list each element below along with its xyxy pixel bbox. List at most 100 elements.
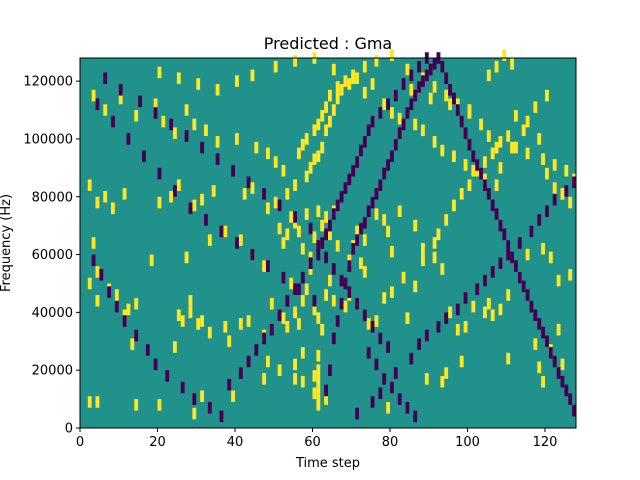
heatmap-cell-low [308, 222, 313, 235]
heatmap-cell-low [231, 164, 236, 177]
heatmap-cell-high [452, 150, 456, 163]
heatmap-cell-low [537, 318, 542, 330]
heatmap-cell-low [529, 225, 534, 238]
y-tick-label: 80000 [32, 190, 73, 205]
heatmap-cell-low [308, 257, 313, 270]
heatmap-cell-high [130, 338, 135, 350]
heatmap-cell-low [335, 199, 340, 212]
heatmap-cell-high [556, 323, 561, 336]
heatmap-cell-low [548, 347, 553, 359]
heatmap-cell-low [455, 104, 460, 116]
heatmap-cell-high [459, 188, 464, 200]
heatmap-cell-low [285, 295, 290, 307]
heatmap-cell-low [444, 72, 449, 85]
heatmap-cell-high [316, 349, 321, 362]
heatmap-cell-low [324, 384, 329, 397]
heatmap-cell-high [413, 118, 418, 131]
heatmap-cell-high [134, 399, 139, 411]
heatmap-cell-high [436, 228, 441, 241]
x-axis: 0 20 40 60 80 100 120 [76, 428, 557, 450]
heatmap-cell-low [103, 72, 108, 85]
heatmap-cell-high [568, 196, 573, 209]
heatmap-cell-high [103, 104, 108, 116]
heatmap-cell-high [316, 375, 321, 388]
heatmap-cell-high [95, 196, 100, 209]
heatmap-cell-low [335, 315, 340, 327]
heatmap-cell-high [471, 300, 476, 313]
heatmap-cell-high [409, 84, 414, 96]
heatmap-cell-high [211, 185, 216, 197]
heatmap-cell-low [459, 115, 464, 128]
heatmap-cell-low [297, 283, 301, 296]
heatmap-cell-high [180, 315, 185, 327]
heatmap-cell-high [293, 358, 298, 371]
heatmap-cell-high [293, 373, 298, 385]
heatmap-cell-high [541, 375, 546, 388]
heatmap-cell-high [390, 245, 394, 258]
heatmap-cell-high [293, 306, 298, 319]
heatmap-cell-high [103, 190, 108, 203]
heatmap-cell-high [355, 72, 360, 85]
heatmap-cells [87, 49, 577, 423]
y-tick-label: 100000 [23, 132, 73, 147]
heatmap-cell-high [316, 399, 321, 411]
heatmap-cell-high [285, 228, 290, 241]
heatmap-cell-high [300, 295, 305, 307]
heatmap-cell-low [421, 75, 425, 87]
heatmap-cell-high [386, 401, 391, 414]
heatmap-cell-low [324, 251, 329, 264]
heatmap-cell-high [339, 84, 344, 96]
heatmap-cell-high [432, 237, 437, 249]
heatmap-cell-high [184, 104, 189, 116]
heatmap-cell-low [277, 199, 282, 212]
heatmap-cell-low [169, 118, 174, 131]
heatmap-cell-high [525, 248, 530, 261]
heatmap-cell-high [235, 75, 239, 87]
heatmap-cell-high [432, 81, 437, 93]
heatmap-cell-high [200, 315, 205, 327]
heatmap-cell-high [328, 115, 332, 128]
heatmap-cell-low [490, 266, 495, 278]
heatmap-cell-high [452, 199, 456, 212]
heatmap-cell-low [328, 219, 332, 232]
heatmap-cell-high [494, 141, 499, 154]
heatmap-cell-low [207, 401, 212, 414]
heatmap-cell-low [180, 381, 185, 394]
heatmap-cell-low [227, 378, 232, 391]
heatmap-cell-high [118, 92, 123, 105]
heatmap-cell-high [285, 188, 290, 200]
heatmap-cell-high [176, 72, 181, 85]
heatmap-cell-low [386, 159, 391, 171]
heatmap-cell-high [564, 164, 569, 177]
heatmap-cell-low [355, 407, 360, 420]
heatmap-cell-high [238, 234, 243, 246]
heatmap-cell-low [498, 219, 503, 232]
heatmap-cell-low [390, 381, 394, 394]
x-tick-label: 80 [382, 435, 399, 450]
heatmap-cell-low [343, 182, 348, 194]
heatmap-cell-high [331, 104, 336, 116]
heatmap-cell-low [359, 222, 363, 235]
heatmap-cell-low [525, 289, 530, 301]
heatmap-cell-low [405, 107, 410, 119]
heatmap-cell-low [572, 176, 577, 189]
y-axis: 0 20000 40000 60000 80000 100000 120000 [23, 75, 80, 437]
heatmap-cell-high [308, 162, 313, 174]
heatmap-cell-low [145, 344, 150, 356]
heatmap-cell-low [424, 69, 429, 82]
heatmap-cell-low [320, 237, 325, 249]
heatmap-cell-high [370, 78, 375, 90]
heatmap-cell-high [421, 124, 425, 137]
heatmap-cell-high [242, 188, 247, 200]
heatmap-cell-low [184, 130, 189, 142]
heatmap-cell-low [142, 150, 146, 163]
heatmap-cell-high [192, 199, 197, 212]
heatmap-cell-high [467, 179, 472, 191]
heatmap-cell-high [405, 312, 410, 324]
heatmap-cell-high [440, 375, 445, 388]
heatmap-cell-low [370, 115, 375, 128]
heatmap-cell-low [452, 92, 456, 105]
heatmap-cell-high [486, 69, 491, 82]
heatmap-cell-high [161, 115, 166, 128]
